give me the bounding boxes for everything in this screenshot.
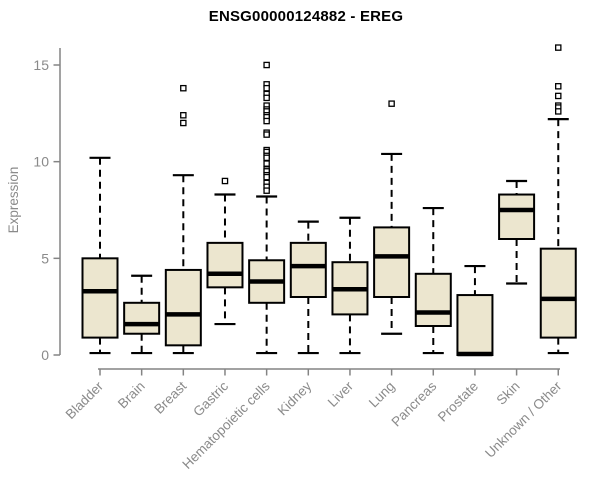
svg-text:Breast: Breast <box>151 378 189 416</box>
svg-text:10: 10 <box>33 154 49 170</box>
svg-text:Gastric: Gastric <box>190 378 231 419</box>
svg-text:0: 0 <box>41 347 49 363</box>
svg-text:Kidney: Kidney <box>275 378 315 418</box>
svg-text:Pancreas: Pancreas <box>388 378 439 429</box>
svg-text:Liver: Liver <box>325 378 357 410</box>
svg-text:Prostate: Prostate <box>435 379 481 425</box>
svg-text:Lung: Lung <box>366 379 398 411</box>
svg-text:5: 5 <box>41 250 49 266</box>
chart-title: ENSG00000124882 - EREG <box>208 8 404 25</box>
svg-text:Bladder: Bladder <box>63 378 107 422</box>
svg-text:Brain: Brain <box>115 379 148 412</box>
svg-text:15: 15 <box>33 57 49 73</box>
svg-text:Skin: Skin <box>494 379 523 408</box>
svg-text:Unknown / Other: Unknown / Other <box>482 378 565 461</box>
